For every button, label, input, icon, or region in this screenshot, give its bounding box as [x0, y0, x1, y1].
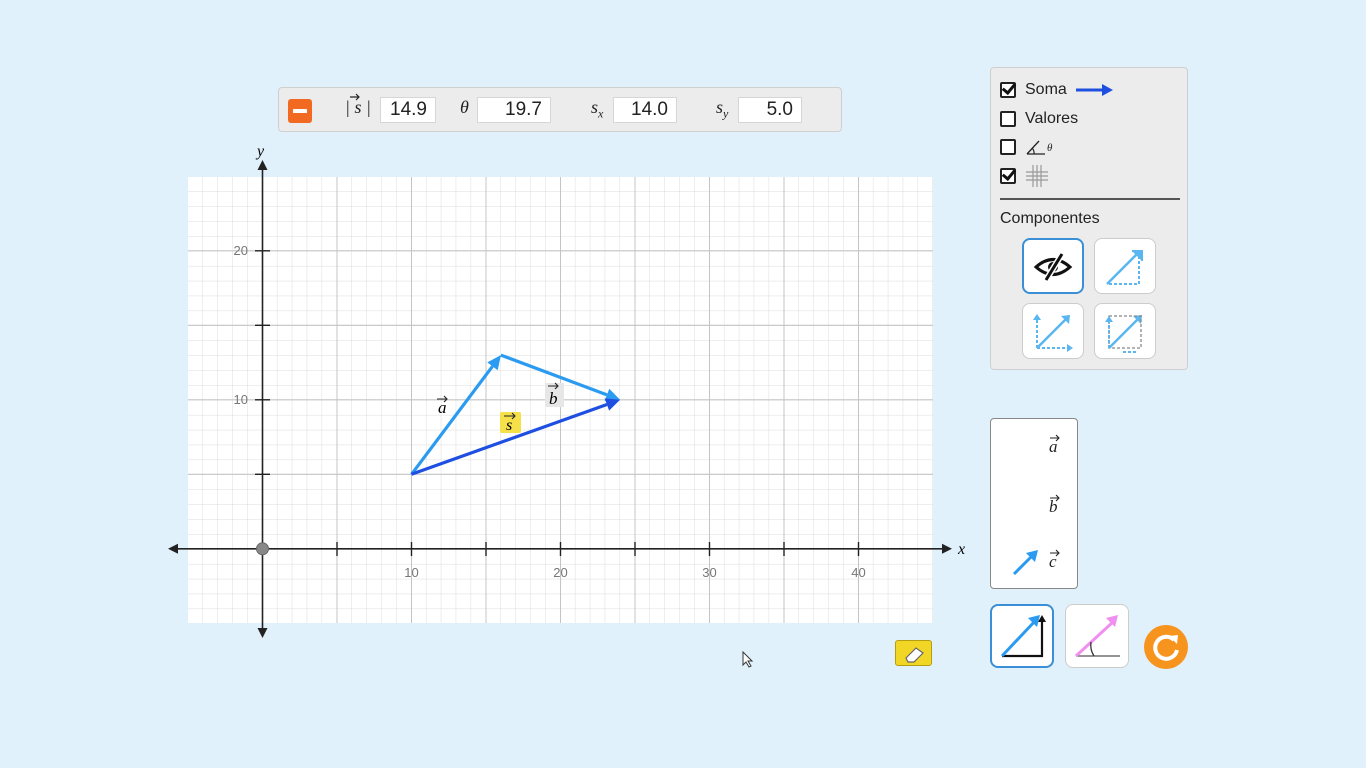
- sum-readout-bar: | s | 14.9 θ 19.7 sx 14.0 sy 5.0: [278, 87, 842, 132]
- angle-theta-label: θ: [1047, 142, 1053, 154]
- components-box-icon: [1105, 315, 1142, 353]
- svg-text:b: b: [549, 389, 558, 408]
- vector-arrow-icon: [349, 93, 360, 101]
- axis-components-button[interactable]: [1022, 303, 1084, 359]
- x-tick-label: 40: [851, 565, 865, 580]
- vector-bucket: a b c: [990, 418, 1078, 589]
- vector-arrow-icon: [1050, 434, 1060, 442]
- collapse-button[interactable]: [288, 99, 312, 123]
- components-tail-icon: [1106, 250, 1143, 285]
- reset-icon: [1153, 634, 1179, 661]
- mouse-cursor-icon: [742, 651, 754, 668]
- vector-s-label: s: [500, 412, 521, 434]
- vector-list-item-c[interactable]: c: [1049, 549, 1060, 572]
- grid-checkbox[interactable]: [1000, 168, 1016, 184]
- options-panel: Soma Valores θ Componentes: [990, 67, 1188, 370]
- y-axis: [257, 160, 268, 638]
- sy-label: sy: [716, 97, 729, 121]
- svg-text:s: s: [506, 417, 512, 434]
- sum-arrow-icon: [1075, 84, 1113, 96]
- x-tick-label: 30: [702, 565, 716, 580]
- svg-text:a: a: [438, 398, 447, 417]
- sx-label: sx: [591, 97, 604, 121]
- vector-list-item-a[interactable]: a: [1049, 434, 1060, 457]
- magnitude-value: 14.9: [380, 97, 436, 123]
- hide-components-button[interactable]: [1022, 238, 1084, 294]
- vector-b-shaft[interactable]: [500, 353, 608, 397]
- componentes-title: Componentes: [1000, 210, 1100, 227]
- y-axis-label: y: [255, 143, 265, 160]
- valores-checkbox[interactable]: [1000, 111, 1016, 127]
- sx-value: 14.0: [613, 97, 677, 123]
- y-tick-label: 20: [234, 243, 248, 258]
- grid-option[interactable]: [1000, 165, 1049, 187]
- vector-list-item-b[interactable]: b: [1049, 494, 1060, 517]
- cartesian-mode-button[interactable]: [990, 604, 1054, 668]
- soma-option[interactable]: Soma: [1000, 79, 1115, 101]
- x-tick-label: 10: [404, 565, 418, 580]
- parallelogram-components-button[interactable]: [1094, 238, 1156, 294]
- origin-handle[interactable]: [256, 542, 269, 556]
- soma-checkbox[interactable]: [1000, 82, 1016, 98]
- x-axis-label: x: [957, 541, 965, 558]
- options-divider: [1000, 198, 1180, 200]
- box-components-button[interactable]: [1094, 303, 1156, 359]
- eraser-icon: [905, 647, 924, 663]
- vector-a-head[interactable]: [487, 355, 501, 371]
- axis-ticks: [255, 250, 860, 556]
- magnitude-label: | s |: [345, 93, 371, 118]
- x-tick-label: 20: [553, 565, 567, 580]
- eye-slash-icon: [1033, 252, 1073, 282]
- vector-arrow-icon: [1050, 494, 1060, 502]
- vector-arrow-icon: [1050, 549, 1060, 557]
- angle-icon: [1026, 140, 1045, 155]
- vector-c-arrow-icon[interactable]: [1011, 547, 1041, 577]
- components-axis-icon: [1033, 314, 1073, 352]
- angle-option[interactable]: θ: [1000, 136, 1052, 158]
- grid-icon: [1026, 165, 1048, 187]
- reset-button[interactable]: [1144, 625, 1188, 669]
- valores-option[interactable]: Valores: [1000, 108, 1078, 130]
- minus-icon: [293, 109, 307, 113]
- vector-s-shaft[interactable]: [410, 403, 608, 476]
- vector-a-shaft[interactable]: [410, 365, 494, 476]
- vector-b-label: b: [545, 382, 564, 408]
- cartesian-vector-icon: [1000, 615, 1046, 658]
- valores-label: Valores: [1025, 110, 1079, 127]
- soma-label: Soma: [1025, 81, 1067, 98]
- vector-s-head[interactable]: [604, 398, 621, 411]
- eraser-button[interactable]: [895, 640, 932, 666]
- angle-checkbox[interactable]: [1000, 139, 1016, 155]
- polar-vector-icon: [1074, 615, 1120, 658]
- y-tick-label: 10: [234, 392, 248, 407]
- theta-label: θ: [460, 97, 469, 117]
- sy-value: 5.0: [738, 97, 802, 123]
- theta-value: 19.7: [477, 97, 551, 123]
- vector-b-head[interactable]: [604, 388, 621, 401]
- vector-a-label: a: [437, 395, 448, 417]
- vectors-layer: [410, 353, 621, 476]
- polar-mode-button[interactable]: [1065, 604, 1129, 668]
